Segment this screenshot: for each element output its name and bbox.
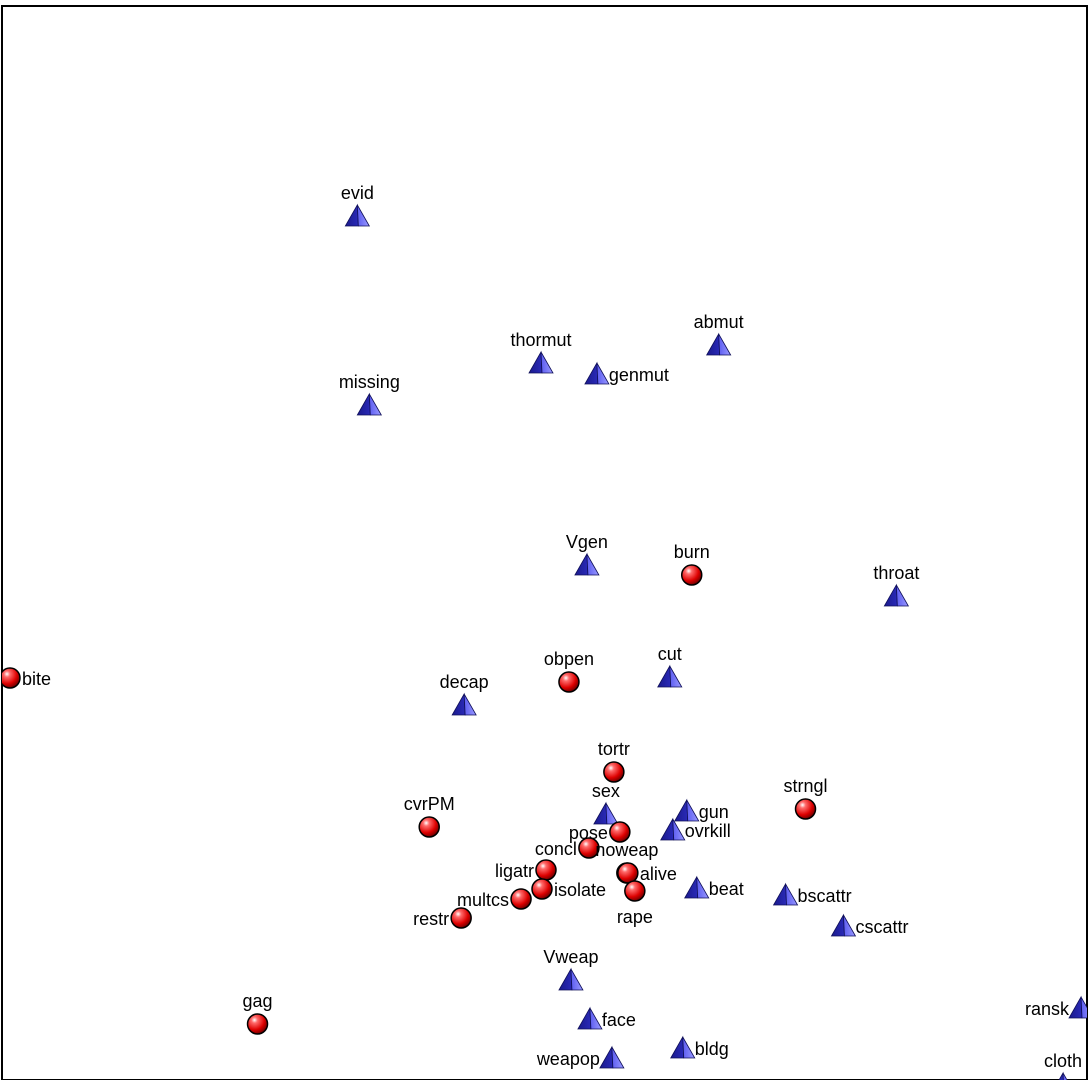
triangle-point-decap [451,692,477,716]
triangle-point-cscattr [830,913,857,937]
point-label-multcs: multcs [457,890,509,910]
triangle-point-bscattr [772,882,799,906]
circle-point-rape [624,880,646,902]
circle-point-bite [2,667,21,689]
point-label-sex: sex [592,781,620,801]
point-label-concl: concl [535,839,577,859]
circle-point-cvrpm [418,816,440,838]
point-label-cloth: cloth [1044,1051,1082,1071]
point-label-restr: restr [413,909,449,929]
point-label-alive: alive [640,864,677,884]
point-label-tortr: tortr [598,739,630,759]
point-label-bite: bite [22,669,51,689]
triangle-point-sex [593,801,619,825]
circle-point-strngl [794,798,817,820]
circle-point-ligatr [535,859,557,881]
point-label-vweap: Vweap [543,947,598,967]
circle-point-restr [450,907,472,929]
circle-point-tortr [603,761,625,783]
point-label-gun: gun [699,802,729,822]
point-label-genmut: genmut [609,365,669,385]
circle-point-obpen [558,671,580,693]
triangle-point-genmut [584,361,610,385]
triangle-point-evid [344,203,371,227]
triangle-point-missing [356,392,383,416]
plot-frame [1,5,1088,1080]
point-label-evid: evid [341,183,374,203]
point-label-cscattr: cscattr [855,917,908,937]
triangle-point-throat [883,583,910,607]
point-label-ransk: ransk [1025,999,1070,1019]
point-label-thormut: thormut [510,330,571,350]
point-label-face: face [602,1010,636,1030]
point-label-isolate: isolate [554,880,606,900]
circle-point-multcs [510,888,532,910]
point-label-rape: rape [617,907,653,927]
point-label-bscattr: bscattr [798,886,852,906]
triangle-point-thormut [528,350,554,374]
point-label-ovrkill: ovrkill [685,821,731,841]
point-label-gag: gag [243,991,273,1011]
triangle-point-weapop [599,1045,625,1069]
triangle-point-beat [684,875,710,899]
point-label-abmut: abmut [694,312,744,332]
circle-point-burn [680,564,703,586]
point-label-bldg: bldg [695,1039,729,1059]
triangle-point-bldg [670,1035,696,1059]
point-label-weapop: weapop [536,1049,600,1069]
circle-point-isolate [531,878,553,900]
triangle-point-vweap [558,967,584,991]
point-label-burn: burn [674,542,710,562]
point-label-noweap: noweap [595,840,658,860]
point-label-vgen: Vgen [566,532,608,552]
triangle-point-abmut [705,332,732,356]
triangle-point-ovrkill [660,817,686,841]
triangle-point-cloth [1058,1071,1068,1080]
triangle-point-gun [674,798,700,822]
point-label-cvrpm: cvrPM [404,794,455,814]
point-label-decap: decap [440,672,489,692]
triangle-point-vgen [574,552,600,576]
circle-point-gag [246,1013,269,1035]
point-label-pose: pose [569,823,608,843]
point-label-obpen: obpen [544,649,594,669]
triangle-point-ransk [1068,995,1087,1019]
point-label-cut: cut [658,644,682,664]
circle-point-pose [609,821,631,843]
plot-marks: evid thormut genmut abmut missing Vgen throat c… [2,183,1087,1080]
point-label-missing: missing [339,372,400,392]
point-label-throat: throat [873,563,919,583]
point-label-strngl: strngl [784,776,828,796]
point-label-ligatr: ligatr [495,861,534,881]
point-label-beat: beat [709,879,744,899]
triangle-point-face [577,1006,603,1030]
circle-point-concl [578,837,600,859]
circle-point-alive [617,862,639,884]
triangle-point-cut [657,664,683,688]
